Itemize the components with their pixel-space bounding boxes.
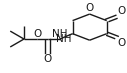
Text: O: O bbox=[85, 3, 94, 13]
Text: O: O bbox=[33, 29, 41, 39]
Text: O: O bbox=[44, 54, 52, 64]
Text: NH: NH bbox=[52, 29, 68, 39]
Text: O: O bbox=[118, 6, 126, 16]
Text: O: O bbox=[118, 38, 126, 48]
Text: NH: NH bbox=[57, 34, 72, 44]
